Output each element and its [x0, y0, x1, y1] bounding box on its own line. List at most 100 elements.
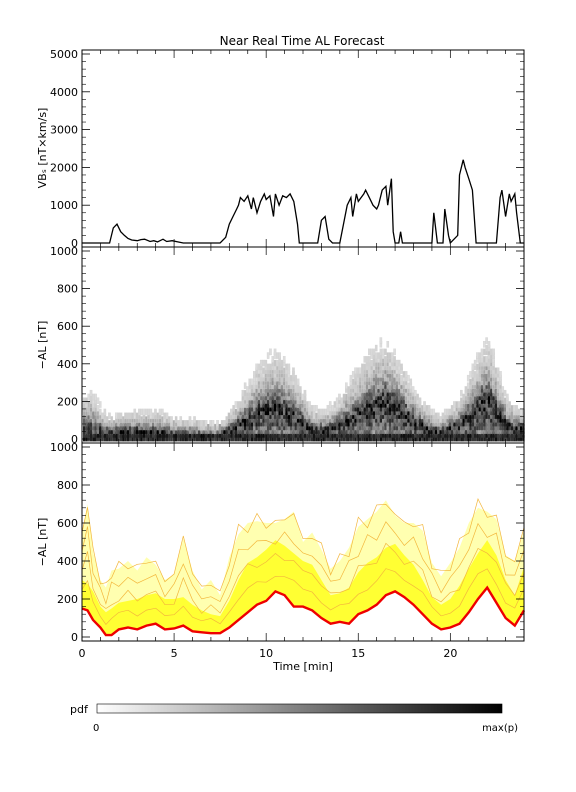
pdf-cell	[280, 393, 284, 401]
pdf-cell	[437, 412, 440, 420]
pdf-cell	[503, 427, 507, 434]
pdf-cell	[285, 435, 288, 442]
pdf-cell	[508, 416, 511, 423]
pdf-cell	[483, 371, 486, 378]
pdf-cell	[115, 420, 118, 427]
pdf-cell	[296, 435, 300, 442]
bot-y-tick-label: 600	[57, 517, 78, 530]
pdf-cell	[340, 397, 344, 404]
pdf-cell	[262, 412, 265, 419]
pdf-cell	[259, 359, 263, 367]
pdf-cell	[400, 435, 403, 442]
pdf-cell	[388, 375, 392, 382]
pdf-cell	[273, 420, 277, 427]
pdf-cell	[400, 408, 403, 416]
pdf-cell	[140, 416, 143, 423]
pdf-cell	[135, 424, 139, 431]
pdf-cell	[290, 405, 293, 412]
pdf-cell	[487, 435, 491, 442]
pdf-cell	[271, 393, 274, 401]
pdf-cell	[391, 412, 394, 419]
pdf-cell	[230, 420, 233, 427]
pdf-cell	[441, 424, 445, 431]
pdf-cell	[340, 431, 343, 438]
pdf-cell	[117, 427, 120, 434]
pdf-cell	[421, 431, 424, 438]
pdf-cell	[179, 427, 182, 434]
pdf-cell	[490, 382, 493, 389]
pdf-cell	[370, 382, 373, 389]
pdf-cell	[503, 405, 507, 412]
pdf-cell	[386, 378, 389, 385]
pdf-cell	[296, 408, 300, 416]
pdf-cell	[299, 420, 302, 427]
pdf-cell	[517, 408, 521, 416]
pdf-cell	[386, 397, 389, 404]
top-y-tick-label: 2000	[50, 161, 78, 174]
pdf-cell	[115, 427, 118, 434]
pdf-cell	[368, 427, 371, 434]
pdf-cell	[487, 401, 491, 408]
pdf-cell	[448, 416, 451, 423]
pdf-cell	[485, 363, 488, 370]
pdf-cell	[487, 341, 491, 348]
mid-y-tick-label: 1000	[50, 245, 78, 258]
pdf-cell	[464, 401, 468, 408]
pdf-cell	[464, 427, 468, 434]
ensemble-line	[81, 498, 525, 592]
pdf-cell	[244, 431, 247, 438]
pdf-cell	[216, 435, 219, 442]
pdf-cell	[411, 408, 415, 416]
pdf-cell	[356, 408, 359, 416]
pdf-cell	[398, 416, 401, 423]
pdf-cell	[506, 416, 509, 423]
pdf-cell	[237, 424, 240, 431]
pdf-cell	[112, 427, 116, 434]
pdf-cell	[145, 427, 148, 434]
pdf-cell	[303, 405, 307, 412]
pdf-cell	[356, 393, 359, 401]
pdf-cell	[358, 367, 362, 374]
pdf-cell	[402, 416, 405, 423]
pdf-cell	[303, 427, 307, 434]
pdf-cell	[273, 348, 277, 356]
pdf-cell	[264, 386, 267, 393]
pdf-cell	[184, 424, 187, 431]
pdf-cell	[414, 435, 417, 442]
pdf-cell	[349, 393, 353, 401]
pdf-cell	[407, 416, 410, 423]
pdf-cell	[112, 420, 116, 427]
pdf-cell	[395, 405, 399, 412]
pdf-cell	[278, 435, 281, 442]
pdf-cell	[239, 420, 242, 427]
pdf-cell	[388, 386, 392, 393]
pdf-cell	[418, 431, 422, 438]
pdf-cell	[315, 435, 318, 442]
pdf-cell	[161, 427, 164, 434]
pdf-cell	[184, 435, 187, 442]
pdf-cell	[299, 401, 302, 408]
pdf-cell	[149, 427, 152, 434]
pdf-cell	[411, 435, 415, 442]
pdf-cell	[322, 416, 325, 423]
pdf-cell	[338, 393, 341, 401]
pdf-cell	[333, 424, 336, 431]
pdf-cell	[405, 424, 408, 431]
pdf-cell	[94, 424, 97, 431]
pdf-cell	[161, 408, 164, 416]
pdf-cell	[296, 412, 300, 419]
pdf-cell	[87, 401, 91, 408]
pdf-cell	[264, 424, 267, 431]
pdf-cell	[372, 424, 376, 431]
pdf-cell	[184, 427, 187, 434]
pdf-cell	[423, 431, 426, 438]
pdf-cell	[382, 424, 385, 431]
pdf-cell	[285, 363, 288, 371]
pdf-cell	[446, 431, 449, 438]
pdf-cell	[520, 424, 523, 431]
pdf-cell	[333, 416, 336, 423]
pdf-cell	[276, 412, 279, 419]
pdf-cell	[207, 424, 210, 431]
pdf-cell	[513, 435, 516, 442]
